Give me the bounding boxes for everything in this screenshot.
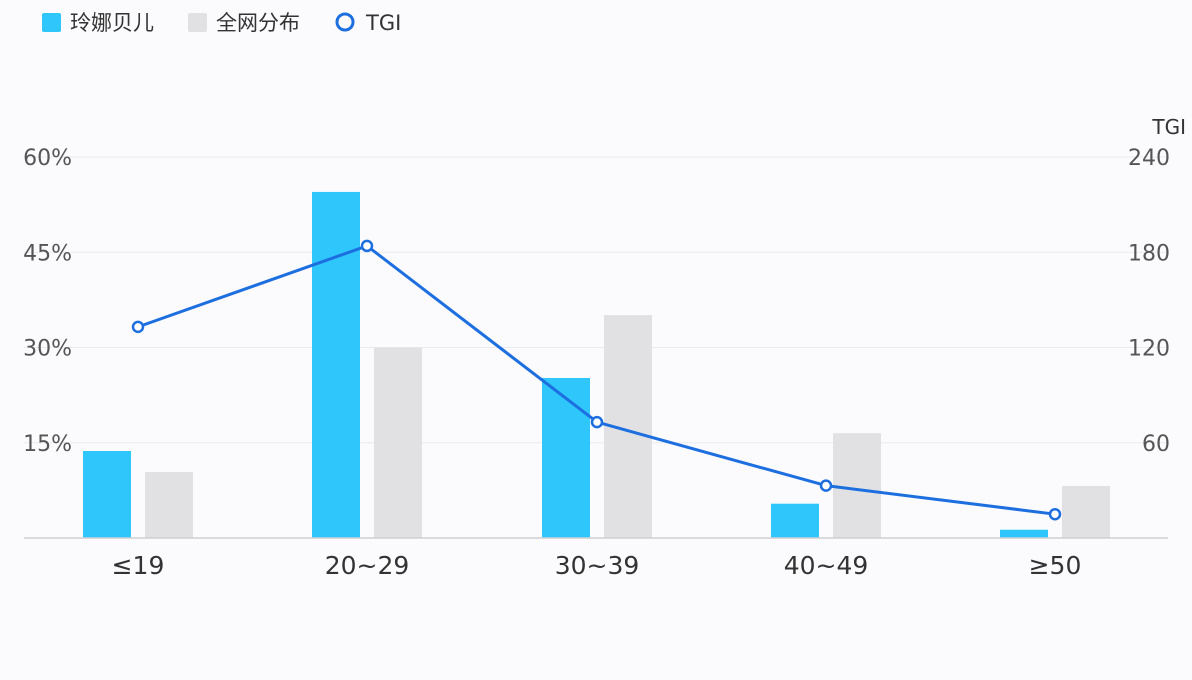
left-axis-tick-label: 60% bbox=[23, 146, 72, 171]
right-axis-ticks: 60 120 180 240 bbox=[1128, 146, 1170, 457]
x-axis-tick-label: 20~29 bbox=[325, 551, 410, 580]
left-axis-tick-label: 15% bbox=[23, 432, 72, 457]
tgi-line-series bbox=[131, 239, 1062, 521]
tgi-line bbox=[137, 244, 1056, 516]
bar-series-1 bbox=[83, 451, 131, 538]
tgi-point bbox=[819, 479, 833, 492]
right-axis-tick-label: 120 bbox=[1128, 337, 1170, 362]
bar-series-1 bbox=[771, 503, 819, 538]
gridlines bbox=[24, 156, 1168, 444]
bar-series-1 bbox=[1000, 529, 1048, 538]
tgi-point bbox=[360, 239, 374, 253]
left-axis-tick-label: 45% bbox=[23, 241, 72, 266]
legend-label-series-1: 玲娜贝儿 bbox=[70, 11, 154, 35]
legend-swatch-series-2 bbox=[188, 13, 207, 32]
x-axis-tick-label: 30~39 bbox=[555, 551, 640, 580]
right-axis-tick-label: 180 bbox=[1128, 241, 1170, 266]
x-axis-tick-label: 40~49 bbox=[784, 551, 869, 580]
bar-series-1 bbox=[312, 191, 360, 539]
tgi-point bbox=[131, 320, 145, 334]
right-axis-tick-label: 60 bbox=[1142, 432, 1170, 457]
legend-label-series-3: TGI bbox=[365, 11, 401, 35]
tgi-point bbox=[1048, 507, 1062, 521]
x-axis-tick-label: ≤19 bbox=[112, 551, 165, 580]
bar-series-2 bbox=[833, 433, 881, 538]
legend-swatch-series-1 bbox=[42, 13, 61, 32]
legend-label-series-2: 全网分布 bbox=[216, 11, 300, 35]
left-axis-tick-label: 30% bbox=[23, 337, 72, 362]
x-axis-tick-label: ≥50 bbox=[1029, 551, 1082, 580]
bar-series-2 bbox=[145, 471, 193, 538]
right-axis-tick-label: 240 bbox=[1128, 146, 1170, 171]
bar-series-2 bbox=[374, 347, 422, 538]
x-axis-ticks: ≤19 20~29 30~39 40~49 ≥50 bbox=[112, 551, 1082, 580]
bar-series-1 bbox=[542, 377, 590, 538]
legend: 玲娜贝儿 全网分布 TGI bbox=[42, 11, 401, 35]
right-axis-title: TGI bbox=[1151, 115, 1186, 139]
legend-swatch-series-3 bbox=[335, 12, 355, 32]
left-axis-ticks: 15% 30% 45% 60% bbox=[23, 146, 72, 457]
bars bbox=[83, 191, 1110, 539]
tgi-point bbox=[590, 415, 604, 429]
bar-series-2 bbox=[1062, 485, 1110, 538]
